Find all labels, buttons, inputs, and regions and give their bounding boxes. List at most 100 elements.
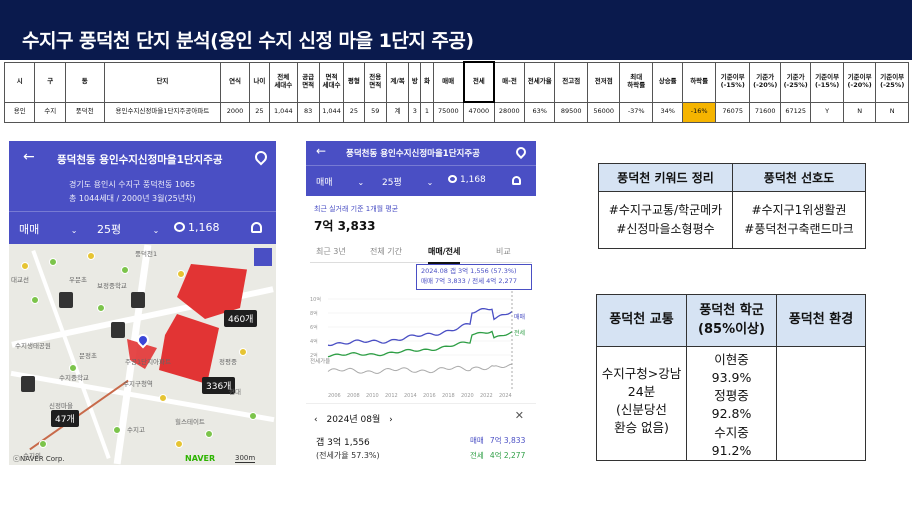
y-tick-label: 8억 (310, 310, 318, 317)
school-line: 정평중 (714, 388, 749, 404)
size-select[interactable]: 25평 ⌄ (382, 175, 536, 188)
map-label: 풍덕천1 (135, 250, 158, 258)
traffic-cell: 수지구청>강남 24분 (신분당선 환승 없음) (596, 346, 687, 461)
traffic-line: (신분당선 (616, 402, 667, 418)
trade-type-label: 매매 (19, 223, 40, 236)
avg-price-label: 최근 실거래 기준 1개월 평균 (314, 205, 399, 213)
preference-cell: #수지구1위생활권 #풍덕천구축랜드마크 (732, 191, 866, 249)
tab-recent-3y[interactable]: 최근 3년 (316, 247, 346, 256)
gap-label: 갭 3억 1,556 (316, 438, 370, 448)
expand-map-button[interactable] (254, 248, 272, 266)
column-header: 단지 (103, 61, 222, 103)
column-header: 매-전 (493, 61, 526, 103)
column-header: 공급 면적 (296, 61, 320, 103)
bell-icon[interactable] (251, 222, 262, 233)
chevron-left-icon[interactable]: ‹ (314, 415, 318, 425)
back-arrow-icon[interactable]: ← (23, 149, 35, 165)
sale-value: 7억 3,833 (489, 436, 526, 445)
school-line: 91.2% (711, 442, 752, 458)
table-cell: 76075 (714, 101, 751, 123)
school-line: 수지중 (714, 424, 749, 440)
table-cell: Y (810, 101, 844, 123)
school-line: 92.8% (711, 406, 752, 422)
table-cell: N (842, 101, 877, 123)
sale-label: 매매 (470, 436, 484, 445)
table-cell: 1,044 (318, 101, 345, 123)
table-cell: 89500 (554, 101, 588, 123)
traffic-header: 풍덕천 교통 (596, 294, 687, 347)
tab-compare[interactable]: 비교 (496, 247, 511, 256)
trade-type-select[interactable]: 매매 ⌄ (19, 221, 276, 237)
comments-button[interactable]: 1,168 (448, 175, 536, 185)
chart-area: 최근 실거래 기준 1개월 평균 7억 3,833 최근 3년 전체 기간 매매… (306, 196, 536, 401)
trade-type-label: 매매 (316, 178, 333, 188)
column-header: 하락률 (682, 61, 716, 103)
complex-title: 풍덕천동 용인수지신정마을1단지주공 (346, 149, 480, 159)
table-cell: 수지 (34, 101, 66, 123)
column-header: 동 (64, 61, 105, 103)
table-cell: -37% (619, 101, 653, 123)
preference-line: #풍덕천구축랜드마크 (744, 222, 854, 236)
tab-all-period[interactable]: 전체 기간 (370, 247, 402, 256)
map-view[interactable]: 460개 336개 47개 풍덕천1 대교선 우문초 보정중학교 수지생태공원 … (9, 244, 276, 465)
school-header-line: 풍덕천 학군 (699, 303, 764, 319)
table-cell: 용인 (3, 101, 36, 123)
column-header: 매매 (432, 61, 465, 103)
comments-button[interactable]: 1,168 (174, 221, 276, 234)
sale-price-line (327, 307, 513, 347)
jeonse-ratio-line (327, 363, 513, 374)
tab-sale-rent[interactable]: 매매/전세 (428, 246, 461, 264)
table-cell: 71600 (749, 101, 781, 123)
trade-type-select[interactable]: 매매 ⌄ (316, 175, 536, 188)
table-cell: 83 (296, 101, 320, 123)
preference-header: 풍덕천 선호도 (732, 163, 866, 192)
y-tick-label: 6억 (310, 324, 318, 331)
listing-count-tag[interactable]: 47개 (51, 410, 79, 427)
map-label: 신정마을 (49, 402, 73, 410)
back-arrow-icon[interactable]: ← (316, 144, 327, 158)
price-trend-chart[interactable]: 10억 8억 6억 4억 2억 2006 2008 2010 2012 2014 2016 2018… (306, 291, 536, 401)
x-tick-label: 2020 (461, 393, 474, 399)
app-header: ← 풍덕천동 용인수지신정마을1단지주공 매매 ⌄ 25평 ⌄ 1,168 (306, 141, 536, 196)
legend-rent: 전세 (514, 329, 525, 337)
size-select[interactable]: 25평 ⌄ (97, 221, 276, 237)
bell-icon[interactable] (512, 176, 521, 185)
table-cell: 75000 (432, 101, 465, 123)
column-header: 연식 (220, 61, 250, 103)
y-tick-label: 10억 (310, 296, 321, 303)
map-label: 수지고 (127, 426, 145, 434)
table-cell: 63% (523, 101, 556, 123)
keyword-cell: #수지구교통/학군메카 #신정마을소형평수 (598, 191, 733, 249)
table-cell: N (875, 101, 909, 123)
column-header: 계/복 (385, 61, 410, 103)
chat-icon (174, 222, 185, 232)
table-cell: 25 (343, 101, 365, 123)
size-label: 25평 (382, 178, 402, 188)
listing-count-tag[interactable]: 460개 (224, 310, 258, 327)
chevron-right-icon[interactable]: › (389, 415, 393, 425)
x-tick-label: 2010 (366, 393, 379, 399)
rent-value: 4억 2,277 (489, 451, 526, 460)
ratio-label: (전세가율 57.3%) (316, 451, 380, 460)
column-header: 화 (420, 61, 434, 103)
map-label: 현대 (229, 388, 241, 396)
x-tick-label: 2022 (480, 393, 493, 399)
map-label: 정평중 (219, 358, 237, 366)
close-icon[interactable]: ✕ (514, 409, 524, 422)
table-row: 용인 수지 풍덕천 용인수지신정마을1단지주공아파트 2000 25 1,044 83 1,04… (3, 101, 909, 123)
keyword-line: #신정마을소형평수 (616, 222, 715, 236)
x-tick-label: 2012 (385, 393, 398, 399)
traffic-line: 24분 (627, 384, 656, 400)
chart-tooltip: 2024.08 갭 3억 1,556 (57.3%) 매매 7억 3,833 /… (416, 264, 532, 290)
traffic-line: 수지구청>강남 (601, 366, 682, 381)
month-selector[interactable]: ‹ 2024년 08월 › (314, 412, 393, 425)
listing-count-tag[interactable]: 336개 (202, 377, 236, 394)
table-cell: 25 (248, 101, 271, 123)
column-header: 시 (3, 61, 36, 103)
x-tick-label: 2014 (404, 393, 417, 399)
map-label: 주공1단지아파트 (125, 358, 171, 366)
table-cell: 계 (385, 101, 410, 123)
page-title: 수지구 풍덕천 단지 분석(용인 수지 신정 마을 1단지 주공) (22, 30, 474, 52)
column-header: 기준가 (-20%) (749, 61, 781, 103)
x-tick-label: 2016 (423, 393, 436, 399)
